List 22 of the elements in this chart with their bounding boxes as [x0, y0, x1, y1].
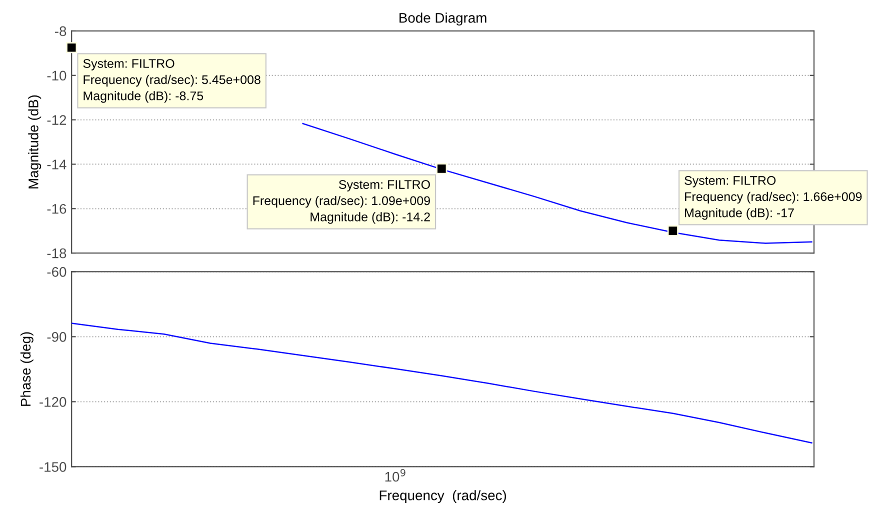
- annotation: System: FILTRO Frequency (rad/sec): 1.66e+009 Magnitude (dB): -17: [684, 176, 862, 220]
- y-tick-label: -150: [40, 462, 66, 472]
- y-tick-label: -18: [47, 248, 66, 258]
- y-tick-label: -8: [55, 26, 66, 36]
- x-tick-label: 10$^{9}$: [385, 469, 406, 482]
- annotation: System: FILTRO Frequency (rad/sec): 5.45e+008 Magnitude (dB): -8.75: [83, 59, 260, 103]
- point: [66, 42, 78, 54]
- annotation: System: FILTRO Frequency (rad/sec): 1.09e+009 Magnitude (dB): -14.2: [253, 180, 430, 224]
- y-tick-label: -16: [47, 204, 66, 214]
- x-axis-title: Frequency (rad/sec): [380, 490, 506, 504]
- y-tick-label: -14: [47, 160, 66, 170]
- y-tick-label: -120: [40, 397, 66, 407]
- y-tick-label: -90: [47, 332, 66, 342]
- point: [667, 225, 678, 236]
- line-series: [72, 322, 812, 444]
- y-tick-label: -12: [47, 115, 66, 125]
- y-tick-label: -10: [47, 70, 66, 81]
- y-tick-label: -60: [47, 267, 66, 277]
- y-axis-title: Magnitude (dB): [28, 95, 42, 188]
- point: [436, 163, 448, 174]
- chart-title: Bode Diagram: [400, 12, 486, 26]
- y-axis-title: Phase (deg): [20, 332, 34, 406]
